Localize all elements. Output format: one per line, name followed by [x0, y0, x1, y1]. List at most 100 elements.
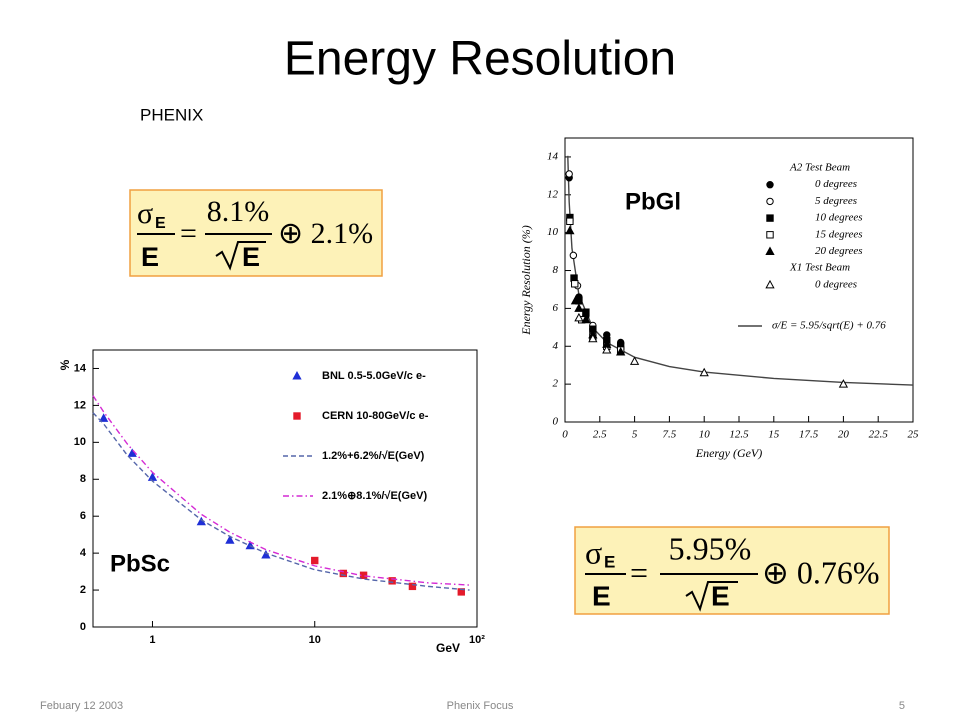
marker	[311, 556, 319, 565]
x-tick-label: 1	[149, 634, 155, 646]
legend-marker	[766, 181, 774, 189]
marker	[225, 535, 235, 544]
legend-label: 0 degrees	[815, 278, 857, 290]
marker	[566, 217, 574, 226]
annotation: PbGl	[625, 188, 681, 215]
marker	[838, 379, 849, 388]
legend-label: 5 degrees	[815, 195, 857, 207]
marker	[570, 295, 581, 305]
legend-title: X1 Test Beam	[789, 262, 850, 274]
formula-box: σ E E = 8.1% E ⊕ 2.1%	[129, 189, 383, 277]
formula-den: E	[592, 580, 611, 611]
plot-area	[92, 349, 478, 628]
formula-den: E	[141, 242, 159, 272]
marker	[388, 577, 396, 585]
footer-date: Febuary 12 2003	[40, 700, 123, 712]
y-tick-label: 10	[547, 226, 559, 238]
marker	[98, 413, 109, 422]
y-tick-label: 2	[80, 584, 86, 596]
x-axis-label: GeV	[436, 641, 460, 655]
x-tick-label: 7.5	[663, 429, 677, 441]
legend-label: σ/E = 5.95/sqrt(E) + 0.76	[772, 320, 886, 332]
legend-marker	[765, 279, 775, 289]
formula-num: 5.95%	[669, 530, 752, 566]
marker	[602, 345, 612, 354]
legend-marker	[766, 231, 774, 239]
legend-label: 1.2%+6.2%/√E(GeV)	[322, 450, 425, 462]
marker	[574, 303, 584, 312]
formula-tail: ⊕ 2.1%	[278, 217, 373, 250]
marker	[571, 280, 579, 288]
marker	[582, 308, 590, 316]
legend-marker	[293, 412, 301, 420]
legend-marker	[292, 370, 302, 380]
plot-area	[564, 137, 914, 423]
x-tick-label: 25	[908, 429, 920, 441]
marker	[574, 312, 584, 322]
legend-label: 0 degrees	[815, 178, 857, 190]
x-tick-label: 10	[699, 429, 711, 441]
y-tick-label: 14	[547, 150, 559, 162]
chart: 1 10 10² 0 2 4 6 8 10 12 14 GeV% PbSc BNL 0.5-5.0GeV/…	[58, 349, 485, 655]
marker	[699, 367, 709, 377]
marker	[569, 251, 578, 260]
footer-center: Phenix Focus	[447, 700, 514, 712]
legend-label: CERN 10-80GeV/c e-	[322, 410, 429, 422]
marker	[408, 582, 417, 591]
legend-label: 10 degrees	[815, 212, 863, 224]
y-tick-label: 4	[80, 547, 87, 559]
x-tick-label: 12.5	[729, 429, 749, 441]
x-tick-label: 22.5	[869, 429, 889, 441]
radical	[685, 581, 738, 612]
x-tick-label: 0	[562, 429, 568, 441]
x-tick-label: 17.5	[799, 429, 819, 441]
legend-label: 2.1%⊕8.1%/√E(GeV)	[322, 490, 427, 502]
y-tick-label: 8	[553, 264, 559, 276]
marker	[565, 170, 573, 178]
x-tick-label: 15	[768, 429, 780, 441]
y-tick-label: 6	[80, 510, 86, 522]
formula-root: E	[711, 580, 730, 611]
y-axis-label: Energy Resolution (%)	[519, 225, 533, 336]
formula-eq: =	[630, 554, 648, 590]
marker	[588, 333, 598, 343]
formula-tail: ⊕ 0.76%	[762, 554, 879, 590]
formula-root: E	[242, 242, 260, 272]
curve	[92, 412, 470, 591]
charts: 1 10 10² 0 2 4 6 8 10 12 14 GeV% PbSc BNL 0.5-5.0GeV/…	[58, 137, 920, 655]
formula-box: σ E E = 5.95% E ⊕ 0.76%	[574, 526, 890, 615]
marker	[629, 356, 640, 365]
formula-sigma: σ	[585, 534, 602, 570]
legend-marker	[766, 214, 774, 222]
x-tick-label: 2.5	[593, 429, 607, 441]
slide-title: Energy Resolution	[284, 33, 676, 86]
x-axis-label: Energy (GeV)	[695, 446, 763, 460]
y-axis-label: %	[58, 359, 72, 370]
y-tick-label: 6	[553, 302, 559, 314]
y-tick-label: 10	[74, 436, 86, 448]
formula-sub: E	[155, 215, 166, 232]
marker	[339, 569, 348, 578]
y-tick-label: 8	[80, 473, 86, 485]
y-tick-label: 0	[553, 416, 559, 428]
x-tick-label: 5	[632, 429, 638, 441]
legend-label: BNL 0.5-5.0GeV/c e-	[322, 370, 426, 382]
formula-eq: =	[180, 217, 197, 250]
footer-page: 5	[899, 700, 905, 712]
y-tick-label: 12	[547, 188, 559, 200]
y-tick-label: 2	[553, 378, 559, 390]
legend-label: 20 degrees	[815, 245, 863, 257]
y-tick-label: 14	[74, 362, 87, 374]
formula-num: 8.1%	[207, 195, 270, 228]
legend-label: 15 degrees	[815, 228, 863, 240]
curve	[92, 395, 470, 586]
legend-marker	[765, 246, 775, 255]
radical	[215, 241, 266, 271]
x-tick-label: 10	[309, 634, 321, 646]
formula-frame	[574, 526, 890, 615]
marker	[565, 225, 575, 235]
subtitle: PHENIX	[140, 105, 203, 124]
legend-marker	[766, 197, 774, 206]
y-tick-label: 12	[74, 399, 86, 411]
